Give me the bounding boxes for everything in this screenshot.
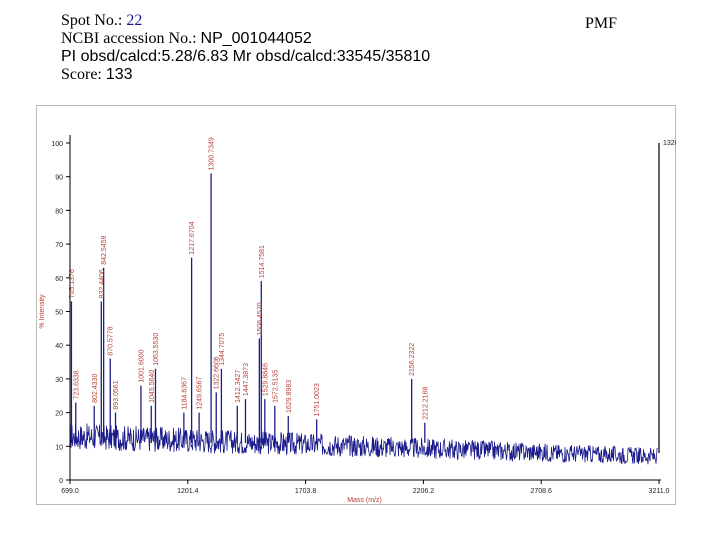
peak-label: 842.5459 — [101, 235, 108, 264]
score-label: Score: — [61, 66, 102, 83]
peak-label: 1217.6704 — [189, 221, 196, 254]
x-tick-label: 2708.6 — [530, 488, 552, 495]
y-tick-label: 100 — [51, 141, 63, 148]
x-tick-label: 1703.8 — [295, 488, 317, 495]
peak-label: 1529.8846 — [262, 363, 269, 396]
peak-label: 1184.6367 — [181, 377, 188, 410]
spectrum-header: Spot No.: 22 NCBI accession No.: NP_0010… — [61, 12, 430, 84]
y-tick-label: 50 — [55, 310, 63, 317]
peak-label: 1322.6606 — [214, 356, 221, 389]
peak-label: 723.6338 — [73, 370, 80, 399]
score-value: 133 — [105, 66, 133, 83]
ncbi-accession-row: NCBI accession No.: NP_001044052 — [61, 30, 430, 48]
x-axis-title: Mass (m/z) — [347, 497, 382, 504]
mass-spectrum-chart: 0 10 20 30 40 50 60 70 80 90 100 699.0 1201.4 1703.8 2… — [36, 105, 676, 505]
y-tick-label: 80 — [55, 208, 63, 215]
peak-label: 832.4406 — [99, 269, 106, 298]
y-tick-label: 40 — [55, 343, 63, 350]
x-tick-label: 1201.4 — [177, 488, 199, 495]
peak-label: 802.4330 — [92, 374, 99, 403]
baseline-noise — [69, 423, 658, 465]
spot-number-label: Spot No.: — [61, 12, 123, 29]
peak-labels: 705.1376 723.6338 802.4330 832.4406 842.5459… — [69, 137, 429, 420]
ncbi-accession-label: NCBI accession No.: — [61, 30, 197, 47]
spot-number-row: Spot No.: 22 — [61, 12, 430, 30]
y-tick-label: 70 — [55, 242, 63, 249]
y-tick-label: 20 — [55, 411, 63, 418]
peak-label: 1514.7581 — [259, 245, 266, 278]
peak-label: 1063.5530 — [153, 333, 160, 366]
y-tick-label: 0 — [59, 478, 63, 485]
peak-label: 870.5778 — [108, 326, 115, 355]
score-row: Score: 133 — [61, 66, 430, 84]
axes: 0 10 20 30 40 50 60 70 80 90 100 699.0 1201.4 1703.8 2… — [39, 135, 676, 504]
peak-label: 2212.2188 — [422, 387, 429, 420]
peak-label: 1344.7075 — [219, 333, 226, 366]
spectrum-trace — [69, 423, 658, 465]
y-axis-title: % Intensity — [39, 294, 46, 329]
method-label: PMF — [585, 15, 618, 32]
peak-label: 1045.5640 — [149, 370, 156, 403]
peak-label: 1447.3873 — [243, 363, 250, 396]
ncbi-accession-value: NP_001044052 — [200, 30, 312, 47]
max-intensity-label: 1320.2 — [663, 140, 676, 147]
peak-label: 1751.0023 — [314, 383, 321, 416]
y-tick-label: 90 — [55, 175, 63, 182]
peak-label: 1249.6567 — [197, 376, 204, 409]
y-tick-label: 10 — [55, 444, 63, 451]
peak-label: 1001.6000 — [138, 349, 145, 382]
y-tick-label: 60 — [55, 276, 63, 283]
peak-label: 1300.7349 — [209, 137, 216, 170]
x-tick-label: 3211.0 — [649, 488, 670, 495]
peak-label: 893.0561 — [113, 380, 120, 409]
spot-number-value: 22 — [126, 12, 143, 29]
peak-label: 1412.3427 — [235, 370, 242, 403]
y-tick-label: 30 — [55, 377, 63, 384]
x-tick-label: 699.0 — [61, 488, 79, 495]
peak-label: 705.1376 — [69, 269, 76, 298]
peak-label: 2156.2322 — [409, 343, 416, 376]
peak-label: 1506.4520 — [257, 302, 264, 335]
peak-label: 1629.8983 — [286, 380, 293, 413]
peak-label: 1572.5135 — [272, 370, 279, 403]
x-tick-label: 2206.2 — [413, 488, 435, 495]
peak-lines — [70, 143, 660, 454]
pi-mr-line: PI obsd/calcd:5.28/6.83 Mr obsd/calcd:33… — [61, 48, 431, 65]
